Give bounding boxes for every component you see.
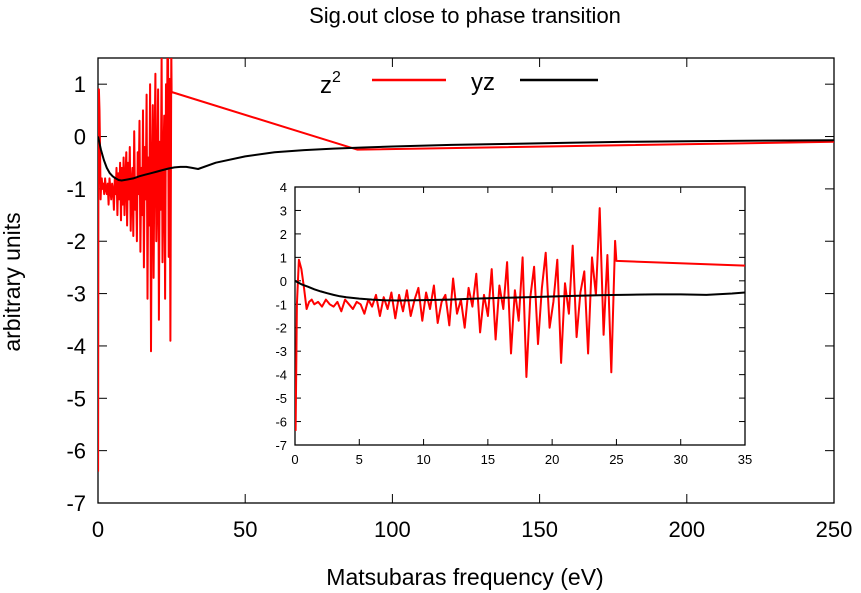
inset-series-yz-line [295,279,745,302]
main-x-tick-label: 150 [521,517,558,542]
inset-y-tick-label: 1 [280,250,287,265]
inset-series-group [295,207,745,431]
main-series-yz-line [98,136,834,182]
main-x-tick-label: 100 [374,517,411,542]
main-y-tick-label: 1 [74,72,86,97]
inset-x-tick-label: 35 [738,452,752,467]
inset-y-tick-label: 2 [280,227,287,242]
inset-background [295,187,745,445]
inset-y-tick-label: -2 [275,321,287,336]
main-y-tick-label: -2 [66,229,86,254]
inset-y-tick-label: -3 [275,344,287,359]
inset-y-tick-label: -5 [275,391,287,406]
main-x-tick-label: 50 [233,517,257,542]
main-x-tick-label: 200 [668,517,705,542]
legend-label-yz: yz [471,69,495,96]
inset-y-tick-label: -4 [275,368,287,383]
inset-x-tick-label: 5 [356,452,363,467]
legend-label-z2-superscript: 2 [332,69,341,86]
main-y-tick-label: 0 [74,125,86,150]
main-series-group [98,58,834,472]
inset-y-tick-label: -6 [275,415,287,430]
inset-y-tick-label: -7 [275,438,287,453]
inset-y-tick-label: 3 [280,203,287,218]
main-x-tick-label: 0 [92,517,104,542]
y-axis-title: arbitrary units [0,212,25,351]
inset-series-z2-line [295,207,745,431]
inset-y-tick-label: -1 [275,297,287,312]
legend-label-z2: z2 [320,69,341,99]
inset-plot-area: 0 5 10 15 20 25 30 35 -7 -6 -5 -4 -3 -2 -1 0 1 2 3 4 [275,180,752,467]
x-axis-title: Matsubaras frequency (eV) [326,564,603,590]
inset-y-tick-label: 4 [280,180,287,195]
inset-x-tick-label: 10 [416,452,430,467]
main-y-tick-label: -3 [66,282,86,307]
main-series-z2-line [98,58,834,472]
main-plot-area: 0 50 100 150 200 250-7-6-5-4-3-2-101 [66,57,853,542]
main-y-tick-label: -7 [66,491,86,516]
legend-label-z2-base: z [320,72,332,99]
inset-x-tick-label: 30 [673,452,687,467]
inset-x-tick-label: 0 [291,452,298,467]
main-y-tick-label: -6 [66,439,86,464]
inset-y-tick-label: 0 [280,274,287,289]
chart-title: Sig.out close to phase transition [309,3,621,28]
main-y-tick-label: -1 [66,177,86,202]
inset-x-tick-label: 20 [545,452,559,467]
main-y-tick-label: -5 [66,386,86,411]
inset-x-tick-label: 25 [609,452,623,467]
main-y-tick-label: -4 [66,334,86,359]
main-x-tick-label: 250 [816,517,853,542]
inset-x-tick-label: 15 [481,452,495,467]
legend: z2 yz [320,69,598,99]
inset-frame [294,186,746,446]
